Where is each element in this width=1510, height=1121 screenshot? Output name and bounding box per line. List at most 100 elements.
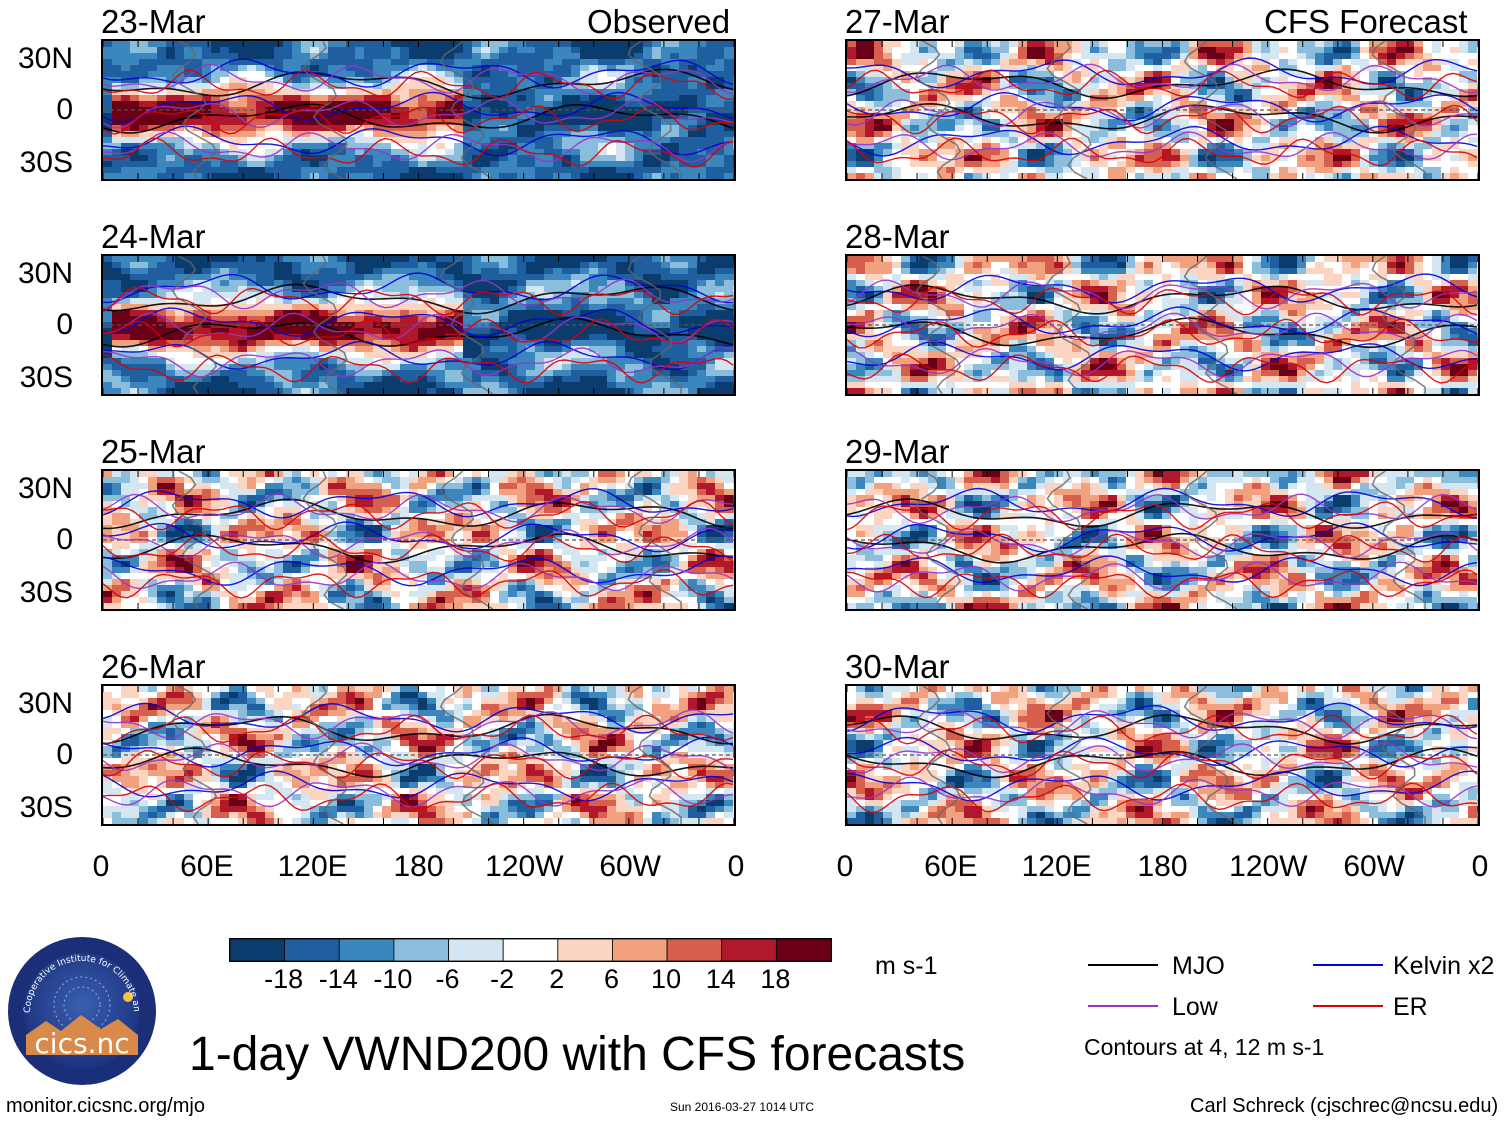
heatmap-cell <box>202 256 212 263</box>
heatmap-cell <box>544 149 554 156</box>
panel-date-2: 24-Mar <box>101 218 206 255</box>
heatmap-cell <box>283 95 293 102</box>
heatmap-cell <box>193 477 203 484</box>
heatmap-cell <box>445 71 455 78</box>
heatmap-cell <box>139 41 149 48</box>
heatmap-cell <box>337 501 347 508</box>
heatmap-cell <box>616 262 626 269</box>
heatmap-cell <box>688 256 698 263</box>
heatmap-cell <box>382 256 392 263</box>
heatmap-cell <box>256 585 266 592</box>
heatmap-cell <box>454 77 464 84</box>
heatmap-cell <box>292 65 302 72</box>
heatmap-cell <box>193 83 203 90</box>
heatmap-cell <box>598 483 608 490</box>
heatmap-cell <box>139 525 149 532</box>
heatmap-cell <box>337 483 347 490</box>
heatmap-cell <box>148 298 158 305</box>
heatmap-cell <box>436 143 446 150</box>
heatmap-cell <box>148 316 158 323</box>
heatmap-cell <box>130 352 140 359</box>
heatmap-cell <box>193 346 203 353</box>
heatmap-cell <box>157 280 167 287</box>
heatmap-cell <box>157 143 167 150</box>
heatmap-cell <box>328 77 338 84</box>
heatmap-cell <box>202 83 212 90</box>
heatmap-cell <box>328 119 338 126</box>
heatmap-cell <box>553 579 563 586</box>
heatmap-cell <box>706 579 716 586</box>
heatmap-cell <box>724 346 734 353</box>
heatmap-cell <box>301 507 311 514</box>
heatmap-cell <box>346 280 356 287</box>
heatmap-cell <box>445 83 455 90</box>
heatmap-cell <box>148 525 158 532</box>
heatmap-cell <box>526 262 536 269</box>
heatmap-cell <box>121 298 131 305</box>
heatmap-cell <box>175 573 185 580</box>
heatmap-cell <box>652 388 662 394</box>
heatmap-cell <box>238 137 248 144</box>
heatmap-cell <box>274 346 284 353</box>
heatmap-cell <box>157 316 167 323</box>
heatmap-cell <box>247 531 257 538</box>
heatmap-cell <box>202 274 212 281</box>
heatmap-cell <box>499 370 509 377</box>
heatmap-cell <box>670 310 680 317</box>
heatmap-cell <box>535 173 545 179</box>
heatmap-cell <box>625 346 635 353</box>
heatmap-cell <box>670 298 680 305</box>
heatmap-cell <box>661 89 671 96</box>
heatmap-cell <box>571 495 581 502</box>
heatmap-cell <box>598 274 608 281</box>
heatmap-cell <box>724 155 734 162</box>
heatmap-cell <box>328 155 338 162</box>
heatmap-cell <box>274 501 284 508</box>
heatmap-cell <box>202 537 212 544</box>
heatmap-cell <box>301 173 311 179</box>
heatmap-cell <box>598 525 608 532</box>
heatmap-cell <box>715 131 725 138</box>
heatmap-cell <box>283 125 293 132</box>
heatmap-cell <box>463 298 473 305</box>
heatmap-cell <box>319 53 329 60</box>
heatmap-cell <box>706 501 716 508</box>
heatmap-cell <box>166 328 176 335</box>
heatmap-cell <box>247 483 257 490</box>
heatmap-cell <box>175 591 185 598</box>
heatmap-cell <box>220 65 230 72</box>
heatmap-cell <box>661 155 671 162</box>
heatmap-cell <box>139 256 149 263</box>
heatmap-cell <box>445 101 455 108</box>
heatmap-cell <box>553 585 563 592</box>
heatmap-cell <box>166 292 176 299</box>
heatmap-cell <box>625 543 635 550</box>
heatmap-cell <box>445 167 455 174</box>
heatmap-cell <box>652 310 662 317</box>
heatmap-cell <box>643 268 653 275</box>
heatmap-cell <box>130 304 140 311</box>
heatmap-cell <box>229 525 239 532</box>
heatmap-cell <box>679 137 689 144</box>
heatmap-cell <box>463 370 473 377</box>
heatmap-cell <box>121 549 131 556</box>
heatmap-cell <box>148 489 158 496</box>
heatmap-cell <box>679 322 689 329</box>
heatmap-cell <box>724 161 734 168</box>
heatmap-cell <box>364 101 374 108</box>
heatmap-cell <box>706 561 716 568</box>
heatmap-cell <box>346 603 356 609</box>
heatmap-cell <box>427 316 437 323</box>
heatmap-cell <box>661 286 671 293</box>
heatmap-cell <box>175 298 185 305</box>
heatmap-cell <box>238 537 248 544</box>
heatmap-cell <box>184 143 194 150</box>
heatmap-cell <box>364 83 374 90</box>
heatmap-cell <box>562 519 572 526</box>
heatmap-cell <box>508 41 518 48</box>
heatmap-cell <box>445 161 455 168</box>
heatmap-cell <box>409 316 419 323</box>
heatmap-cell <box>571 167 581 174</box>
heatmap-cell <box>427 579 437 586</box>
heatmap-cell <box>436 543 446 550</box>
